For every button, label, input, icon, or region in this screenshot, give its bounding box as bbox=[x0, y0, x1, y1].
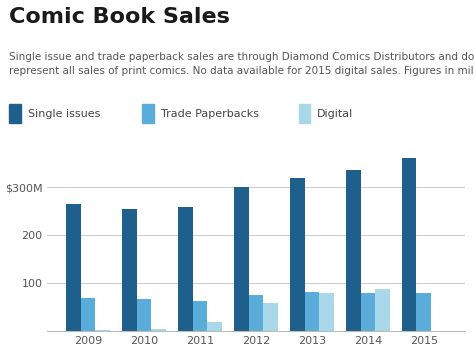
Text: Trade Paperbacks: Trade Paperbacks bbox=[161, 109, 259, 118]
Text: Comic Book Sales: Comic Book Sales bbox=[9, 7, 230, 27]
Bar bbox=[402, 158, 417, 331]
Bar bbox=[417, 293, 431, 331]
Bar bbox=[290, 177, 305, 331]
Bar bbox=[263, 303, 278, 331]
Bar bbox=[81, 298, 95, 331]
Bar bbox=[234, 187, 249, 331]
Bar bbox=[305, 292, 319, 331]
FancyBboxPatch shape bbox=[9, 104, 21, 123]
Bar bbox=[249, 295, 263, 331]
Bar bbox=[375, 289, 390, 331]
Bar bbox=[122, 209, 137, 331]
Bar bbox=[193, 301, 207, 331]
Text: Digital: Digital bbox=[317, 109, 353, 118]
Bar bbox=[151, 329, 166, 331]
Bar bbox=[319, 293, 334, 331]
FancyBboxPatch shape bbox=[299, 104, 310, 123]
Text: Single issue and trade paperback sales are through Diamond Comics Distributors a: Single issue and trade paperback sales a… bbox=[9, 52, 474, 76]
Text: Single issues: Single issues bbox=[28, 109, 100, 118]
Bar bbox=[66, 204, 81, 331]
Bar bbox=[207, 321, 222, 331]
Bar bbox=[178, 207, 193, 331]
Bar bbox=[137, 298, 151, 331]
FancyBboxPatch shape bbox=[142, 104, 154, 123]
Bar bbox=[346, 170, 361, 331]
Bar bbox=[95, 330, 110, 331]
Bar bbox=[361, 293, 375, 331]
